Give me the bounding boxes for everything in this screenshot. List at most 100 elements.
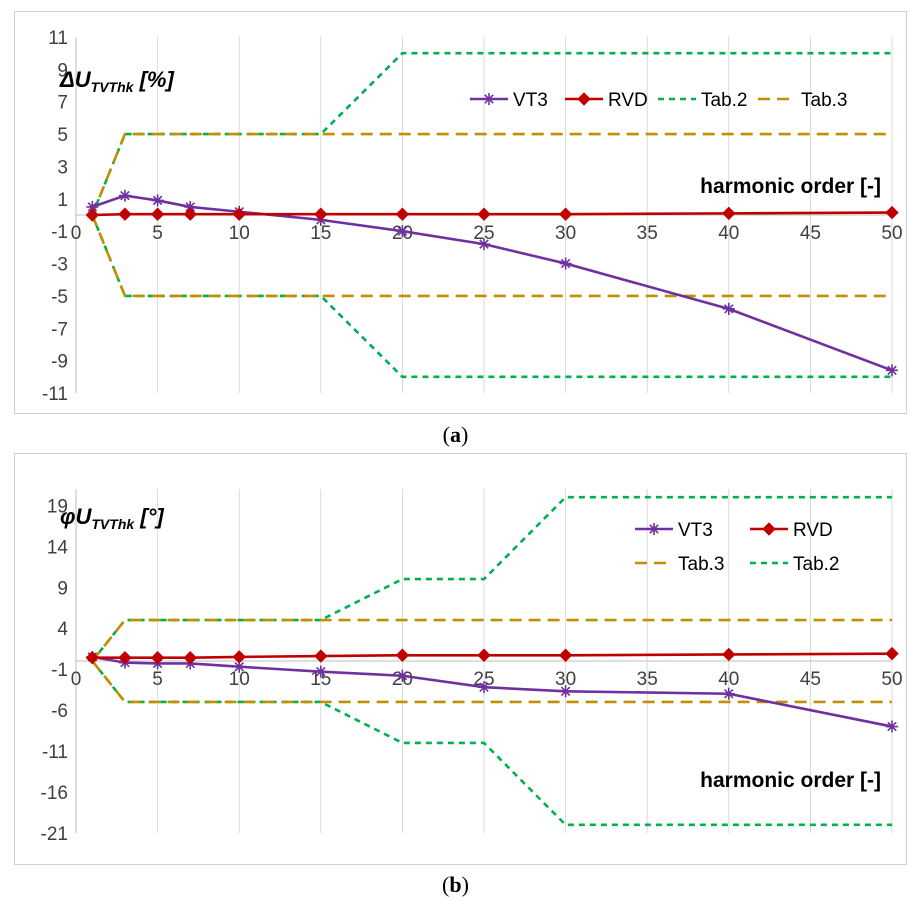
series-line-upper <box>91 132 892 216</box>
series-line-upper <box>91 495 892 662</box>
x-tick-label: 15 <box>310 223 331 244</box>
y-tick-label: 19 <box>47 496 68 517</box>
data-point <box>722 206 736 221</box>
data-point <box>233 660 246 673</box>
data-point <box>118 651 132 665</box>
data-point <box>558 648 573 662</box>
y-tick-label: 5 <box>57 125 68 146</box>
y-tick-label: -1 <box>51 660 68 681</box>
data-point <box>722 647 736 662</box>
series-vt3 <box>86 650 898 733</box>
data-point <box>86 200 99 213</box>
data-point <box>85 208 100 222</box>
data-point <box>396 225 409 238</box>
data-point <box>232 207 246 221</box>
data-point <box>886 720 898 733</box>
legend: VT3 RVD Tab.3 Tab.2 <box>635 520 839 575</box>
legend-label: Tab.3 <box>678 554 724 575</box>
legend-item: Tab.3 <box>758 90 847 111</box>
data-point <box>395 207 410 221</box>
x-tick-labels: 0 5 10 15 20 25 30 35 40 45 50 <box>71 669 903 690</box>
series-line <box>92 652 893 660</box>
legend-label: RVD <box>608 90 648 111</box>
data-point <box>314 649 328 663</box>
data-point <box>885 646 899 661</box>
y-tick-label: -6 <box>51 701 68 722</box>
y-tick-label: 1 <box>57 190 68 211</box>
y-tick-label: 7 <box>57 93 68 114</box>
x-tick-label: 45 <box>800 669 821 690</box>
data-point <box>150 651 165 665</box>
legend-marker <box>577 92 591 106</box>
data-point <box>314 665 327 678</box>
data-point <box>232 650 246 664</box>
data-point <box>184 200 197 213</box>
series-tab3 <box>91 132 892 298</box>
x-tick-label: 5 <box>152 223 163 244</box>
y-tick-label: 14 <box>47 537 69 558</box>
x-axis-title: harmonic order [-] <box>700 175 881 198</box>
legend: VT3 RVD Tab.2 Tab.3 <box>470 90 847 111</box>
data-point <box>477 207 491 221</box>
data-point <box>885 205 899 220</box>
legend-item: RVD <box>750 520 833 541</box>
y-axis-title: ΔUTVThk [%] <box>59 67 174 95</box>
data-point <box>478 681 490 694</box>
data-point <box>559 685 572 698</box>
y-tick-label: 9 <box>57 578 68 599</box>
y-tick-label: -9 <box>51 352 68 373</box>
y-axis-title: φUTVThk [°] <box>60 504 164 532</box>
x-tick-label: 40 <box>718 669 739 690</box>
x-axis-title: harmonic order [-] <box>700 769 881 792</box>
y-tick-label: -7 <box>51 319 68 340</box>
data-point <box>722 687 735 700</box>
data-point <box>396 669 409 682</box>
legend-label: Tab.3 <box>801 90 847 111</box>
legend-item: VT3 <box>635 520 713 541</box>
legend-item: VT3 <box>470 90 548 111</box>
y-tick-labels: 19 14 9 4 -1 -6 -11 -16 -21 <box>41 496 69 845</box>
legend-item: Tab.2 <box>750 554 839 575</box>
data-point <box>395 648 410 662</box>
y-tick-label: -16 <box>41 783 68 804</box>
caption-b: (b) <box>442 872 469 897</box>
data-point <box>118 189 131 202</box>
chart-panel-b: 19 14 9 4 -1 -6 -11 -16 -21 0 5 10 15 20 25 30 35 40 45 50 φ… <box>14 453 907 865</box>
caption-a: (a) <box>442 422 469 447</box>
series-rvd <box>85 205 899 222</box>
legend-label: RVD <box>793 520 833 541</box>
data-point <box>150 207 165 221</box>
x-tick-label: 0 <box>71 223 82 244</box>
legend-item: Tab.2 <box>658 90 747 111</box>
legend-marker <box>483 93 495 105</box>
x-tick-label: 25 <box>473 223 494 244</box>
data-point <box>183 651 197 665</box>
series-rvd <box>85 646 899 665</box>
x-tick-label: 45 <box>800 223 821 244</box>
data-point <box>85 651 100 665</box>
legend-item: Tab.3 <box>635 554 724 575</box>
x-tick-label: 50 <box>881 669 902 690</box>
x-tick-label: 10 <box>229 223 250 244</box>
x-tick-label: 15 <box>310 669 331 690</box>
legend-marker <box>648 523 660 535</box>
x-tick-label: 5 <box>152 669 163 690</box>
legend-label: VT3 <box>513 90 548 111</box>
y-tick-label: 11 <box>48 28 68 49</box>
data-point <box>886 364 898 377</box>
x-tick-label: 30 <box>555 223 576 244</box>
data-point <box>314 207 328 221</box>
y-tick-label: 4 <box>57 619 68 640</box>
x-tick-label: 35 <box>637 669 658 690</box>
y-tick-label: -21 <box>41 824 68 845</box>
x-tick-label: 10 <box>229 669 250 690</box>
data-point <box>151 194 164 207</box>
y-tick-label: -3 <box>51 255 68 276</box>
legend-marker <box>762 522 776 536</box>
y-tick-label: -11 <box>42 742 68 763</box>
y-tick-label: 3 <box>57 157 68 178</box>
series-vt3 <box>86 189 898 377</box>
legend-item: RVD <box>565 90 648 111</box>
